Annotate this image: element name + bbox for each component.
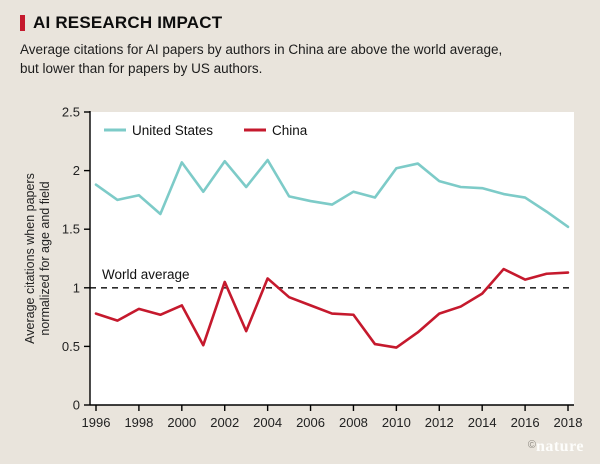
x-tick-label: 2000 xyxy=(167,415,196,430)
series-line-united-states xyxy=(94,158,570,228)
plot-area xyxy=(90,111,574,405)
x-tick-label: 2014 xyxy=(468,415,497,430)
x-tick-label: 1996 xyxy=(82,415,111,430)
x-tick-label: 2008 xyxy=(339,415,368,430)
nature-logo: nature xyxy=(535,438,584,455)
x-tick-label: 2004 xyxy=(253,415,282,430)
y-tick-label: 1 xyxy=(73,280,80,295)
header: AI RESEARCH IMPACT Average citations for… xyxy=(0,0,600,79)
x-tick-label: 2012 xyxy=(425,415,454,430)
x-tick-label: 2010 xyxy=(382,415,411,430)
y-tick-label: 0.5 xyxy=(62,339,80,354)
y-tick-label: 1.5 xyxy=(62,221,80,236)
world-average-label: World average xyxy=(102,267,190,282)
legend-label-united-states: United States xyxy=(132,123,213,138)
x-tick-label: 2018 xyxy=(554,415,583,430)
chart-title: AI RESEARCH IMPACT xyxy=(33,13,223,32)
series-line-china xyxy=(94,267,570,349)
y-tick-label: 2 xyxy=(73,163,80,178)
copyright-symbol: © xyxy=(527,439,536,451)
y-tick-label: 0 xyxy=(73,397,80,412)
x-tick-label: 1998 xyxy=(124,415,153,430)
legend-label-china: China xyxy=(272,123,308,138)
citations-line-chart: World average 0 0.5 1 1.5 2 2.5 1996 1998 2000 200… xyxy=(23,104,583,430)
x-tick-label: 2002 xyxy=(210,415,239,430)
nature-credit: ©nature xyxy=(528,438,584,456)
y-axis-title: Average citations when papersnormalized … xyxy=(23,173,52,344)
x-tick-label: 2016 xyxy=(511,415,540,430)
y-tick-label: 2.5 xyxy=(62,104,80,119)
title-row: AI RESEARCH IMPACT xyxy=(20,13,580,33)
title-accent-bar xyxy=(20,15,25,31)
chart-subtitle: Average citations for AI papers by autho… xyxy=(20,42,503,76)
x-tick-label: 2006 xyxy=(296,415,325,430)
